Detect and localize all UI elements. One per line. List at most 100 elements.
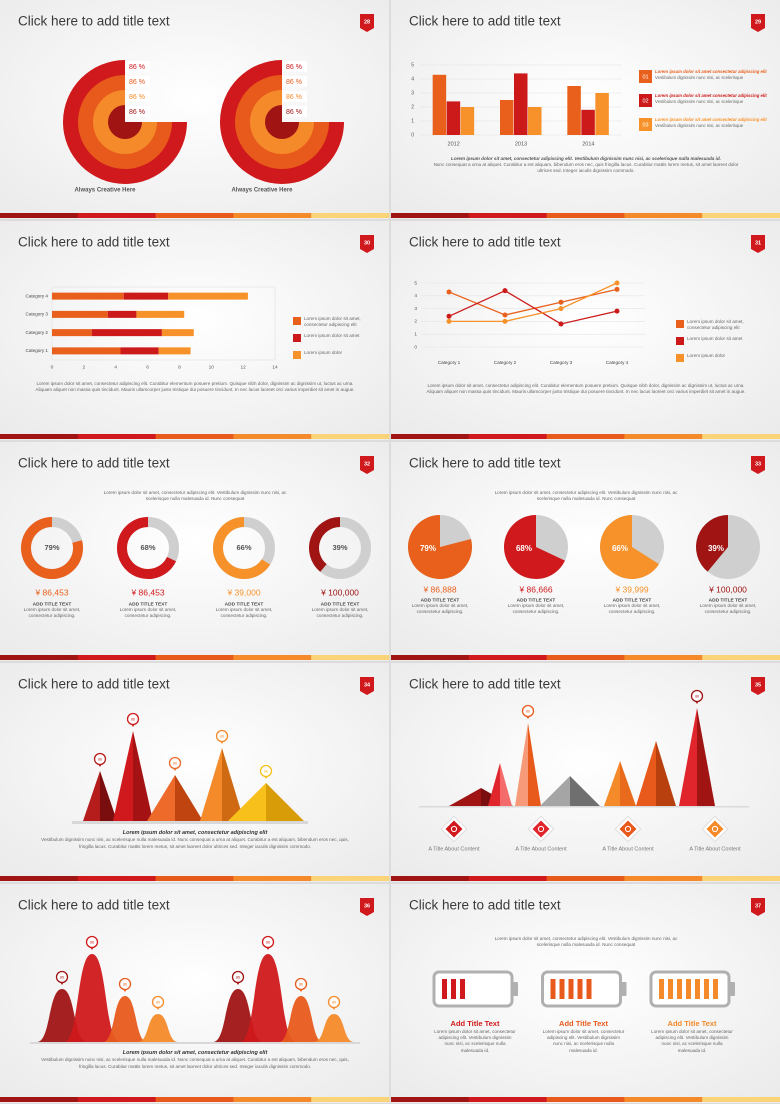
- value-label: 79%: [420, 544, 436, 553]
- text-line: Lorem ipsum dolor sit amet, consectetur …: [699, 603, 757, 615]
- ring-sector: [265, 105, 299, 139]
- text-line: Lorem ipsum dolor sit amet consectetur a…: [655, 117, 767, 122]
- legend-text: Lorem ipsum dolor sit amet, consectetur …: [687, 319, 744, 330]
- footer-stripe: [702, 1097, 780, 1102]
- bar-segment: [52, 347, 121, 355]
- text-line: Lorem ipsum dolor sit amet, consectetur …: [494, 490, 678, 502]
- y-tick-label: 0: [411, 132, 414, 138]
- text-line: Vestibulum dignissim nunc nisi, ac scele…: [41, 1057, 349, 1069]
- y-tick-label: 5: [414, 280, 417, 286]
- ring-label: 86 %: [286, 94, 302, 101]
- item-title: A Title About Content: [689, 846, 741, 852]
- peak-left: [636, 741, 656, 806]
- label-box: [126, 76, 150, 87]
- slide-badge: [360, 677, 374, 695]
- legend-text: Lorem ipsum dolor sit amet consectetur a…: [655, 117, 767, 128]
- pin-label: 86: [266, 940, 270, 944]
- item-text-body: Lorem ipsum dolor sit amet, consectetur …: [698, 603, 758, 615]
- caption: Lorem ipsum dolor sit amet, consectetur …: [426, 383, 745, 394]
- intro-body: Lorem ipsum dolor sit amet, consectetur …: [486, 490, 686, 502]
- footer-stripe: [702, 876, 780, 881]
- peak-left: [228, 783, 266, 821]
- item-text: Lorem ipsum dolor sit amet, consectetur …: [24, 607, 81, 618]
- footer-stripe: [624, 213, 703, 218]
- text-line: Lorem ipsum dolor sit amet, consectetur …: [451, 156, 721, 161]
- y-tick-label: 5: [411, 62, 414, 68]
- value-label: 66%: [612, 544, 628, 553]
- item-text-body: Lorem ipsum dolor sit amet, consectetur …: [214, 607, 274, 619]
- bell: [314, 1014, 354, 1042]
- peak-left: [515, 723, 528, 806]
- pin-label: 86: [123, 982, 127, 986]
- base-line: [419, 806, 749, 808]
- ring-caption: Always Creative Here: [231, 188, 293, 194]
- slide-background: [0, 0, 389, 219]
- x-tick-label: 6: [146, 364, 149, 370]
- pin-label: 86: [156, 1000, 160, 1004]
- peak-right: [266, 783, 304, 821]
- item-text: Lorem ipsum dolor sit amet, consectetur …: [434, 1029, 516, 1053]
- battery-cell: [686, 979, 691, 999]
- peak-left: [488, 763, 500, 806]
- item-title: Add Title Text: [559, 1019, 608, 1028]
- x-tick-label: 10: [209, 364, 215, 370]
- item-text: Lorem ipsum dolor sit amet, consectetur …: [312, 607, 369, 618]
- bell: [64, 954, 120, 1042]
- ring-label: 86 %: [129, 109, 145, 116]
- item-title: ADD TITLE TEXT: [321, 601, 360, 607]
- footer-stripe: [311, 1097, 390, 1102]
- footer-stripe: [0, 1097, 79, 1102]
- peak-left: [540, 776, 570, 806]
- slide-badge: [751, 235, 765, 253]
- peak-left: [604, 761, 620, 806]
- intro-body: Lorem ipsum dolor sit amet, consectetur …: [486, 936, 686, 948]
- item-text-body: Lorem ipsum dolor sit amet, consectetur …: [410, 603, 470, 615]
- footer-stripe: [77, 1097, 157, 1102]
- slide-number: 30: [364, 240, 370, 246]
- point: [558, 321, 564, 327]
- caption-body: Lorem ipsum dolor sit amet, consectetur …: [35, 830, 355, 850]
- value-label: 39%: [332, 543, 347, 552]
- x-tick-label: 12: [240, 364, 246, 370]
- slide-title: Click here to add title text: [18, 235, 170, 250]
- bell: [279, 996, 323, 1042]
- y-tick-label: 1: [414, 331, 417, 337]
- amount: ¥ 100,000: [320, 587, 359, 597]
- text-line: Lorem ipsum dolor sit amet, consectetur …: [434, 1029, 516, 1053]
- legend-swatch: [676, 337, 684, 345]
- y-tick-label: 3: [411, 90, 414, 96]
- bell: [240, 954, 296, 1042]
- caption-body: Lorem ipsum dolor sit amet, consectetur …: [431, 156, 741, 175]
- slide-title: Click here to add title text: [409, 677, 561, 692]
- caption: Lorem ipsum dolor sit amet, consectetur …: [35, 830, 355, 850]
- x-tick-label: Category 2: [494, 360, 517, 365]
- slide-badge: [751, 14, 765, 32]
- text-line: Lorem ipsum dolor sit amet: [687, 336, 743, 341]
- item-text: Lorem ipsum dolor sit amet, consectetur …: [604, 603, 661, 614]
- pin-head: [93, 752, 107, 766]
- pin-head: [261, 935, 275, 949]
- footer-stripe: [0, 655, 79, 660]
- battery-cell: [677, 979, 682, 999]
- point: [446, 318, 452, 324]
- pin-label: 86: [332, 1000, 336, 1004]
- slide-number: 29: [755, 19, 761, 25]
- item-title: Add Title Text: [451, 1019, 500, 1028]
- pin-head: [55, 970, 69, 984]
- legend-text: Lorem ipsum dolor sit amet: [304, 333, 359, 338]
- text-line: Nunc consequat a urna at aliquet. Curabi…: [433, 162, 739, 174]
- footer-stripe: [624, 1097, 703, 1102]
- item-title: A Title About Content: [428, 846, 480, 852]
- label-box: [283, 91, 307, 102]
- legend-text-body: Lorem ipsum dolor: [687, 353, 767, 359]
- bar-segment: [161, 329, 194, 337]
- bell: [138, 1014, 178, 1042]
- item-title: ADD TITLE TEXT: [613, 597, 652, 603]
- plot-frame: [51, 286, 276, 361]
- x-tick-label: 8: [178, 364, 181, 370]
- ring-label: 86 %: [129, 79, 145, 86]
- y-tick-label: 4: [414, 293, 417, 299]
- point: [502, 288, 508, 294]
- y-tick-label: 4: [411, 76, 414, 82]
- peak-right: [697, 708, 715, 806]
